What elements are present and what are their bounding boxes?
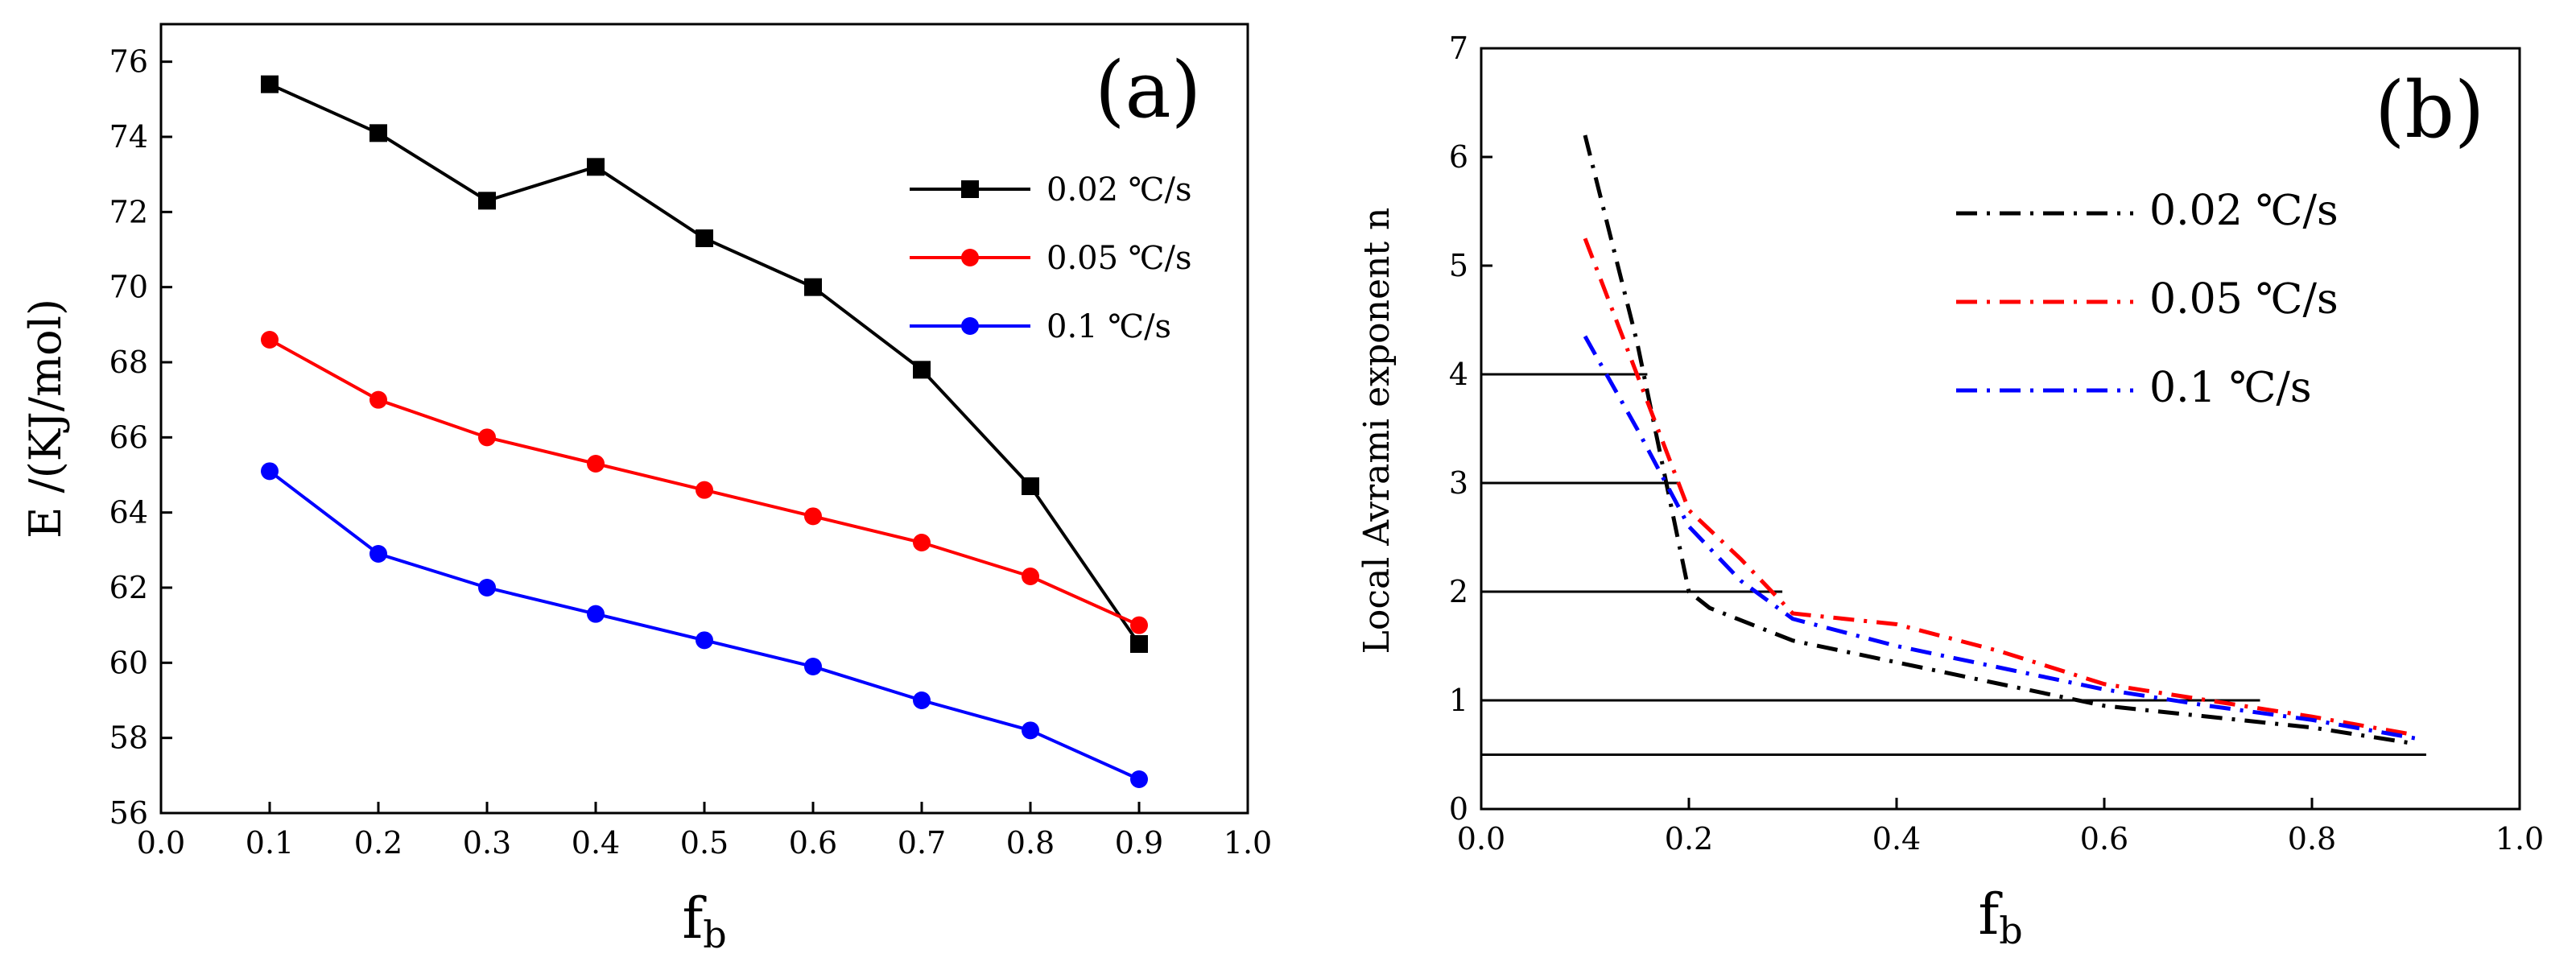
data-point	[913, 361, 931, 379]
x-tick-label: 0.0	[1457, 821, 1505, 857]
y-tick-label: 62	[109, 570, 148, 605]
panel-b-ticks: 0.0 0.2 0.4 0.6 0.8 1.0 0 1 2 3 4 5 6 7	[1449, 31, 2544, 857]
y-tick-label: 0	[1449, 791, 1468, 827]
panel-b-plot-frame	[1480, 47, 2521, 811]
x-tick-label: 0.6	[789, 825, 837, 861]
y-tick-label: 74	[109, 119, 148, 155]
data-point	[369, 545, 387, 563]
data-point	[696, 481, 713, 499]
x-tick-label: 0.0	[137, 825, 185, 861]
panel-a-legend: 0.02 ℃/s 0.05 ℃/s 0.1 ℃/s	[910, 171, 1192, 345]
y-tick-label: 7	[1449, 31, 1468, 66]
y-tick-label: 72	[109, 194, 148, 229]
data-point	[1130, 770, 1148, 788]
data-point	[369, 390, 387, 409]
panel-b-legend: 0.02 ℃/s 0.05 ℃/s 0.1 ℃/s	[1956, 187, 2339, 412]
data-point	[478, 428, 496, 447]
panel-a-plot-frame	[159, 23, 1249, 815]
x-tick-label: 0.2	[1665, 821, 1713, 857]
data-point	[1022, 568, 1039, 585]
panel-b-series	[1583, 134, 2417, 746]
x-tick-label: 0.6	[2080, 821, 2128, 857]
data-point	[587, 605, 605, 623]
panel-b-tag: (b)	[2375, 65, 2484, 155]
x-tick-label: 0.1	[246, 825, 294, 861]
panel-a-xlabel: fb	[682, 886, 726, 956]
data-point	[804, 658, 822, 675]
x-tick-label: 1.0	[1224, 825, 1272, 861]
data-point	[1130, 616, 1148, 634]
data-point	[804, 278, 822, 296]
panel-b-ylabel: Local Avrami exponent n	[1356, 208, 1397, 654]
x-tick-label: 0.2	[354, 825, 402, 861]
data-point	[1022, 477, 1039, 495]
y-tick-label: 3	[1449, 465, 1468, 501]
data-point	[369, 124, 387, 142]
series-line	[1583, 335, 2417, 741]
y-tick-label: 1	[1449, 683, 1468, 718]
legend-label: 0.02 ℃/s	[1046, 171, 1192, 208]
legend-marker	[961, 317, 979, 335]
data-point	[261, 75, 279, 93]
y-tick-label: 2	[1449, 574, 1468, 609]
panel-a-series	[261, 75, 1148, 788]
x-tick-label: 0.3	[463, 825, 511, 861]
x-tick-label: 0.9	[1115, 825, 1163, 861]
x-tick-label: 1.0	[2496, 821, 2544, 857]
legend-label: 0.1 ℃/s	[1046, 308, 1171, 345]
legend-label: 0.05 ℃/s	[2149, 275, 2339, 324]
data-point	[587, 158, 605, 176]
data-point	[913, 691, 931, 709]
panel-a-tag: (a)	[1095, 45, 1201, 135]
legend-label: 0.05 ℃/s	[1046, 240, 1192, 277]
data-point	[1022, 721, 1039, 740]
panel-a-ylabel: E /(KJ/mol)	[20, 299, 71, 539]
data-point	[913, 534, 931, 551]
y-tick-label: 66	[109, 419, 148, 455]
data-point	[587, 455, 605, 473]
data-point	[696, 229, 713, 247]
data-point	[478, 579, 496, 597]
y-tick-label: 70	[109, 270, 148, 305]
legend-marker	[961, 180, 979, 198]
y-tick-label: 4	[1449, 357, 1468, 392]
y-tick-label: 68	[109, 345, 148, 380]
x-tick-label: 0.7	[898, 825, 946, 861]
x-tick-label: 0.8	[2288, 821, 2336, 857]
y-tick-label: 56	[109, 795, 148, 831]
panel-b-xlabel: fb	[1978, 881, 2022, 952]
x-tick-label: 0.5	[680, 825, 729, 861]
x-tick-label: 0.4	[1872, 821, 1921, 857]
data-point	[261, 331, 279, 349]
series-line	[1583, 237, 2417, 737]
y-tick-label: 76	[109, 44, 148, 80]
legend-label: 0.02 ℃/s	[2149, 187, 2339, 235]
series-line	[268, 469, 1140, 781]
data-point	[478, 192, 496, 210]
x-tick-label: 0.8	[1006, 825, 1055, 861]
data-point	[804, 507, 822, 526]
y-tick-label: 6	[1449, 139, 1468, 175]
x-tick-label: 0.4	[572, 825, 620, 861]
legend-marker	[961, 249, 979, 266]
data-point	[1130, 635, 1148, 653]
panel-a-ticks: 0.0 0.1 0.2 0.3 0.4 0.5 0.6 0.7 0.8 0.9 1.0 56 58 60 6…	[109, 44, 1273, 861]
y-tick-label: 5	[1449, 248, 1468, 283]
panel-a: 0.0 0.1 0.2 0.3 0.4 0.5 0.6 0.7 0.8 0.9 1.0 56 58 60 6…	[20, 23, 1273, 956]
y-tick-label: 60	[109, 645, 148, 680]
data-point	[261, 462, 279, 481]
legend-label: 0.1 ℃/s	[2149, 364, 2312, 412]
y-tick-label: 58	[109, 720, 148, 756]
y-tick-label: 64	[109, 495, 148, 530]
panel-b-reference-lines	[1481, 373, 2426, 756]
data-point	[696, 631, 713, 650]
